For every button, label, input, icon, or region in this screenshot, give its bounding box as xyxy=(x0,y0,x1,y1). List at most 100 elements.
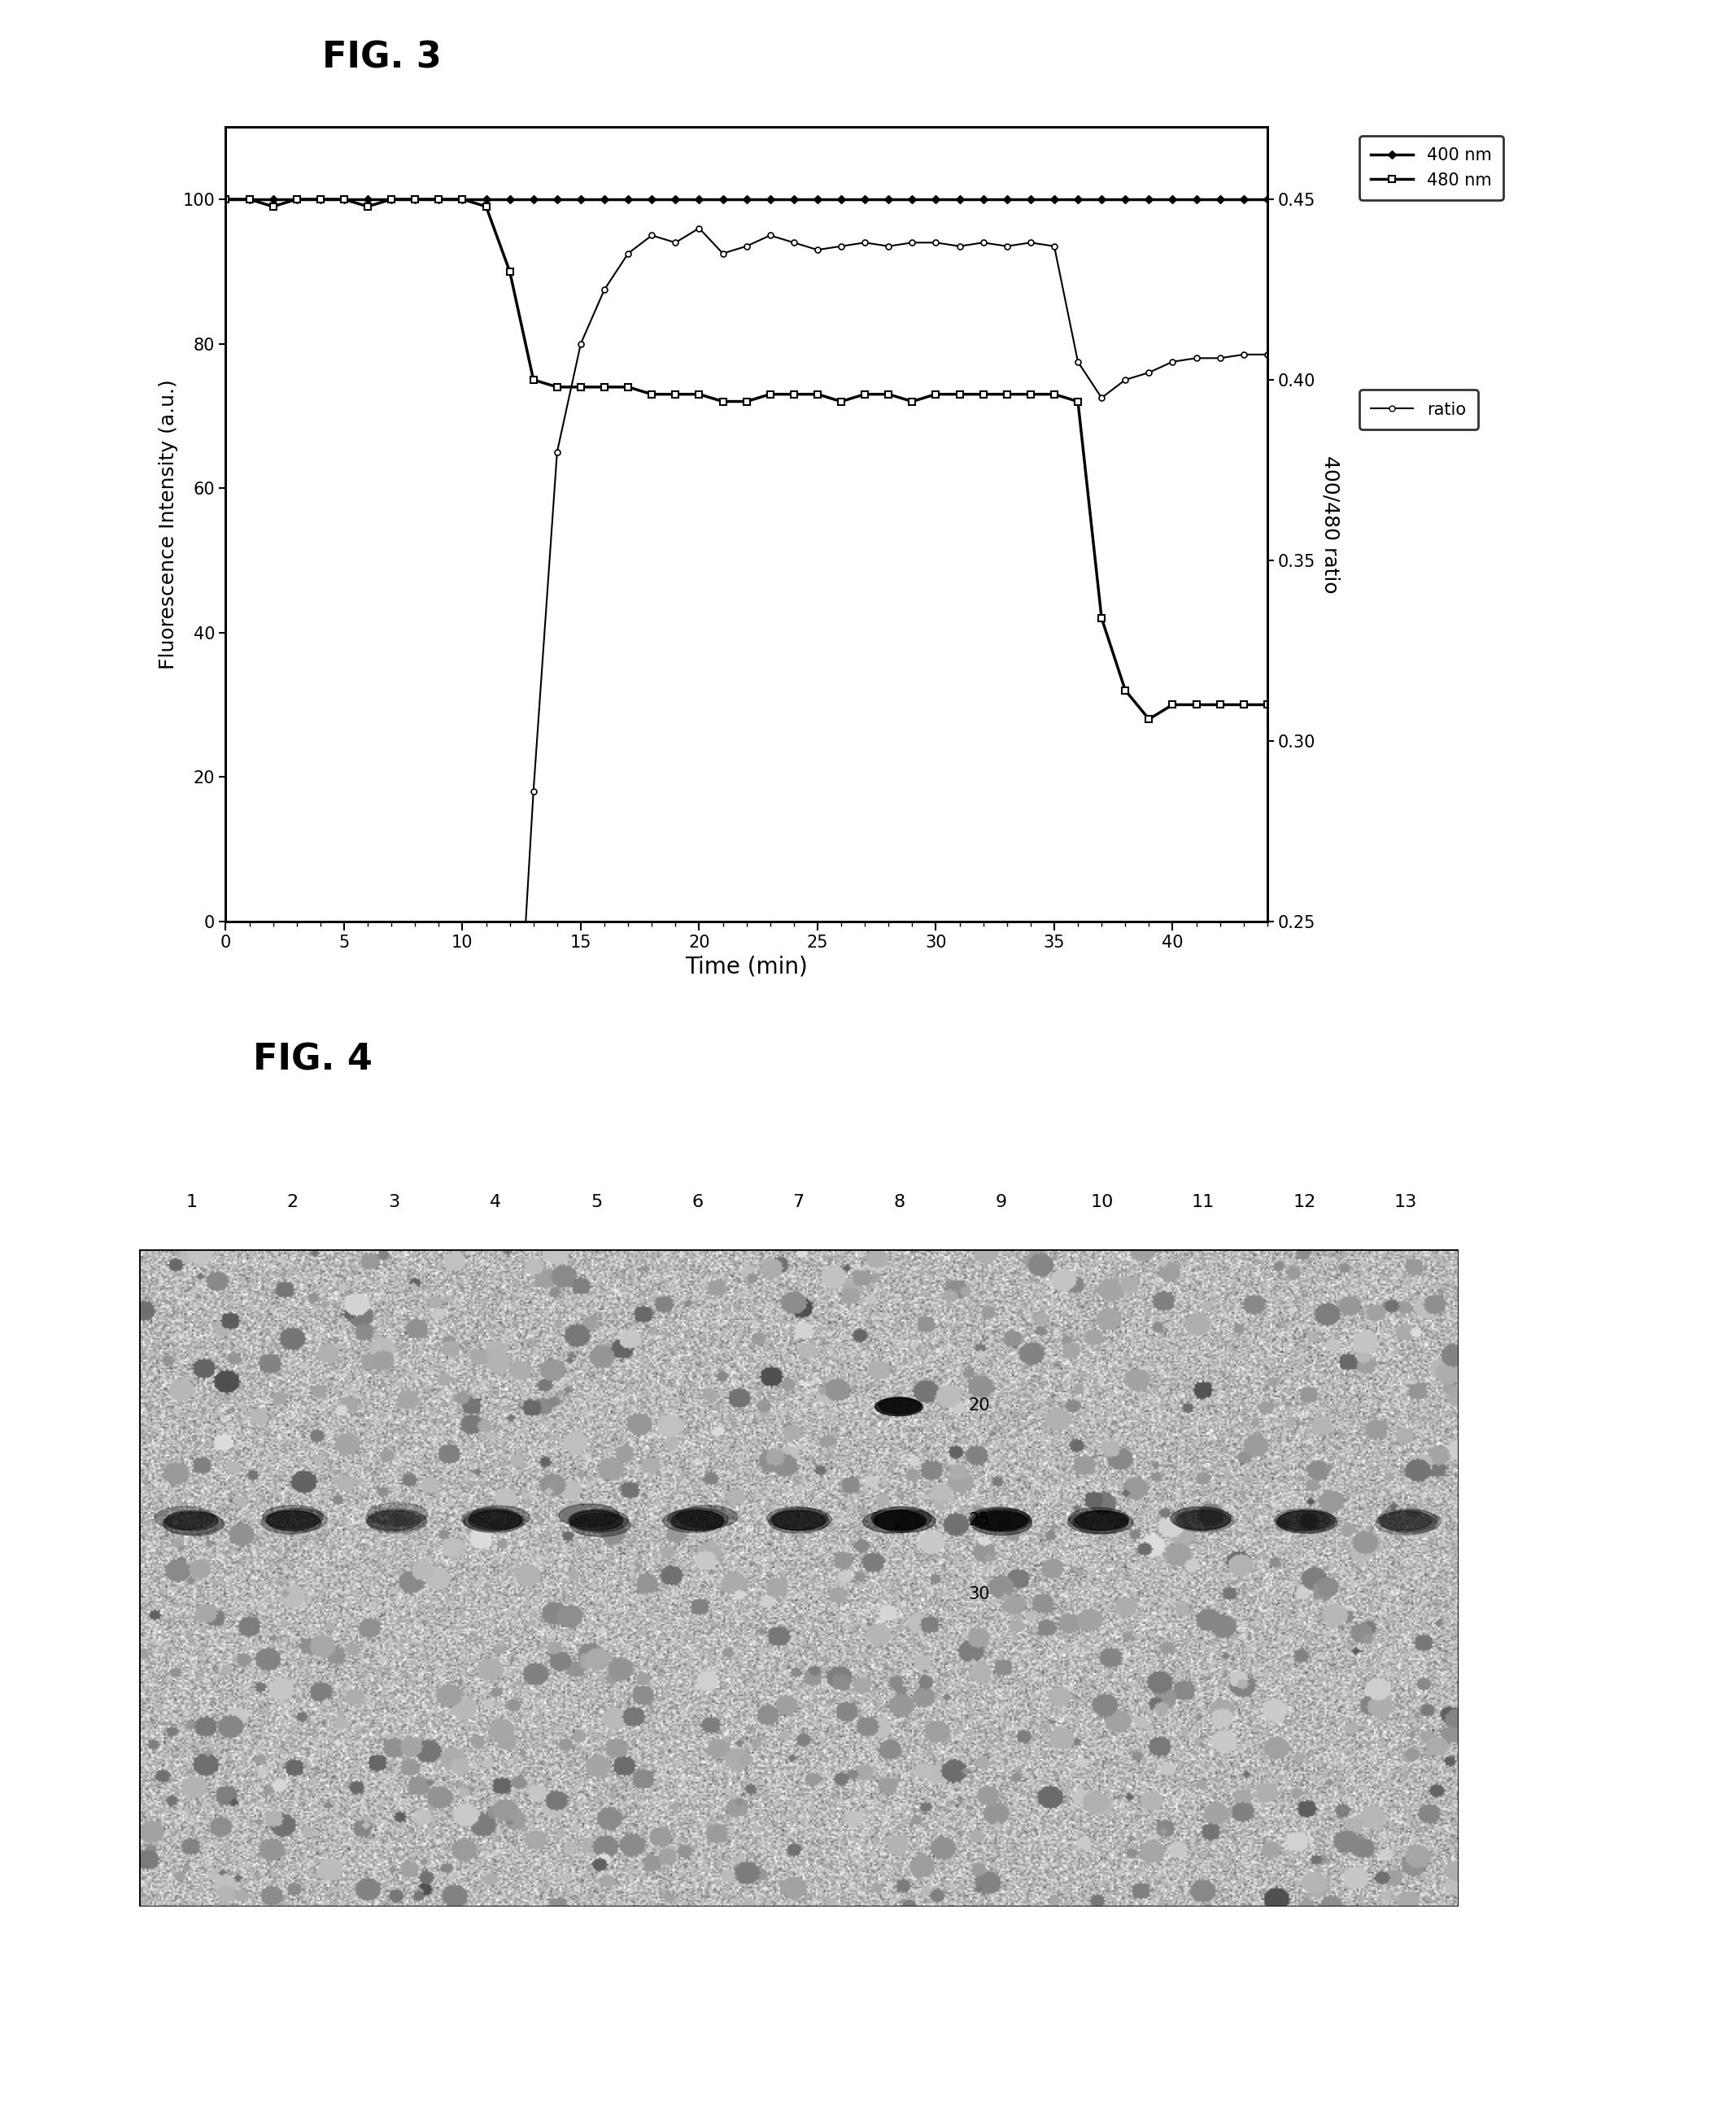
Ellipse shape xyxy=(1378,1510,1432,1531)
480 nm xyxy=(594,375,615,400)
400 nm xyxy=(736,186,757,212)
Ellipse shape xyxy=(569,1510,623,1531)
Ellipse shape xyxy=(1170,1506,1231,1529)
480 nm xyxy=(832,390,852,415)
480 nm xyxy=(854,381,875,407)
400 nm xyxy=(404,186,425,212)
400 nm xyxy=(1115,186,1135,212)
ratio xyxy=(712,241,733,267)
480 nm xyxy=(760,381,781,407)
Ellipse shape xyxy=(871,1506,932,1529)
400 nm xyxy=(1186,186,1207,212)
480 nm xyxy=(500,258,521,284)
480 nm xyxy=(451,186,472,212)
Line: 400 nm: 400 nm xyxy=(222,197,1271,201)
400 nm xyxy=(878,186,899,212)
400 nm xyxy=(1021,186,1042,212)
ratio xyxy=(901,231,922,256)
ratio xyxy=(380,1053,401,1078)
Ellipse shape xyxy=(877,1398,924,1417)
400 nm xyxy=(571,186,592,212)
480 nm xyxy=(1161,693,1182,718)
Ellipse shape xyxy=(1375,1512,1436,1536)
400 nm xyxy=(523,186,543,212)
480 nm xyxy=(262,195,283,220)
ratio xyxy=(1186,345,1207,371)
480 nm xyxy=(380,186,401,212)
400 nm xyxy=(689,186,710,212)
Ellipse shape xyxy=(1076,1510,1128,1531)
Text: FIG. 3: FIG. 3 xyxy=(323,40,441,74)
Ellipse shape xyxy=(1274,1508,1335,1531)
400 nm xyxy=(262,186,283,212)
Ellipse shape xyxy=(462,1508,523,1531)
480 nm xyxy=(736,390,757,415)
Text: 7: 7 xyxy=(793,1195,804,1209)
400 nm xyxy=(240,186,260,212)
Ellipse shape xyxy=(970,1508,1031,1531)
400 nm xyxy=(500,186,521,212)
400 nm xyxy=(547,186,568,212)
ratio xyxy=(618,241,639,267)
480 nm xyxy=(429,186,450,212)
480 nm xyxy=(1186,693,1207,718)
Ellipse shape xyxy=(1069,1508,1128,1531)
ratio xyxy=(215,1036,236,1061)
ratio xyxy=(1139,360,1160,385)
Line: 480 nm: 480 nm xyxy=(222,195,1271,722)
400 nm xyxy=(950,186,970,212)
400 nm xyxy=(618,186,639,212)
400 nm xyxy=(665,186,686,212)
Ellipse shape xyxy=(559,1504,620,1527)
Ellipse shape xyxy=(1380,1510,1441,1533)
Ellipse shape xyxy=(873,1510,925,1531)
480 nm xyxy=(1139,707,1160,733)
480 nm xyxy=(618,375,639,400)
Y-axis label: 400/480 ratio: 400/480 ratio xyxy=(1321,455,1340,593)
480 nm xyxy=(1043,381,1064,407)
Text: 12: 12 xyxy=(1293,1195,1316,1209)
Ellipse shape xyxy=(668,1508,727,1531)
ratio xyxy=(311,1053,332,1078)
400 nm xyxy=(476,186,496,212)
400 nm xyxy=(1161,186,1182,212)
480 nm xyxy=(807,381,828,407)
480 nm xyxy=(1068,390,1088,415)
Ellipse shape xyxy=(163,1512,224,1536)
ratio xyxy=(429,1057,450,1082)
400 nm xyxy=(451,186,472,212)
Ellipse shape xyxy=(1068,1510,1128,1533)
400 nm xyxy=(1092,186,1113,212)
Ellipse shape xyxy=(569,1514,630,1536)
480 nm xyxy=(1210,693,1231,718)
ratio xyxy=(1043,233,1064,258)
400 nm xyxy=(1210,186,1231,212)
400 nm xyxy=(1233,186,1253,212)
400 nm xyxy=(996,186,1017,212)
ratio xyxy=(286,1048,307,1074)
ratio xyxy=(760,222,781,248)
ratio xyxy=(925,231,946,256)
Text: 3: 3 xyxy=(389,1195,399,1209)
Text: FIG. 4: FIG. 4 xyxy=(253,1042,372,1076)
X-axis label: Time (min): Time (min) xyxy=(686,955,807,979)
ratio xyxy=(1233,341,1253,366)
480 nm xyxy=(972,381,993,407)
Ellipse shape xyxy=(155,1506,215,1529)
480 nm xyxy=(1115,678,1135,703)
480 nm xyxy=(358,195,378,220)
Text: 20: 20 xyxy=(969,1398,990,1413)
ratio xyxy=(1021,231,1042,256)
480 nm xyxy=(571,375,592,400)
480 nm xyxy=(925,381,946,407)
ratio xyxy=(333,1053,354,1078)
Ellipse shape xyxy=(366,1508,425,1531)
Ellipse shape xyxy=(260,1510,321,1533)
480 nm xyxy=(404,186,425,212)
Ellipse shape xyxy=(771,1508,832,1531)
400 nm xyxy=(358,186,378,212)
ratio xyxy=(854,231,875,256)
Text: 30: 30 xyxy=(969,1586,990,1603)
Text: 4: 4 xyxy=(490,1195,502,1209)
ratio xyxy=(571,330,592,356)
